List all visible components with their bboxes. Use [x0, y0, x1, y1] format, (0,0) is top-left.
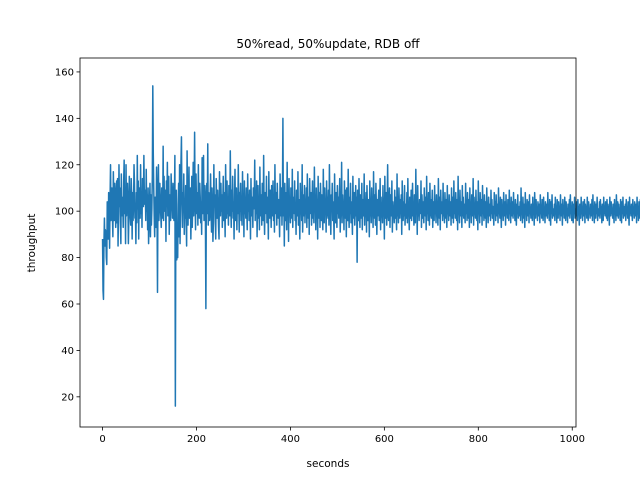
x-tick-label: 0: [99, 434, 105, 445]
y-tick-label: 100: [55, 207, 74, 218]
series-line-0: [101, 85, 640, 407]
y-tick-label: 20: [61, 392, 74, 403]
x-tick-label: 200: [187, 434, 206, 445]
chart-title: 50%read, 50%update, RDB off: [236, 37, 420, 51]
x-tick-label: 400: [281, 434, 300, 445]
x-tick-label: 1000: [560, 434, 585, 445]
y-tick-label: 160: [55, 67, 74, 78]
y-axis-label: throughput: [26, 214, 38, 273]
plot-area: [80, 58, 576, 427]
y-tick-label: 60: [61, 300, 74, 311]
y-tick-label: 40: [61, 346, 74, 357]
y-tick-label: 120: [55, 160, 74, 171]
series-layer: [101, 85, 640, 407]
x-tick-label: 800: [469, 434, 488, 445]
plot-frame: [79, 57, 577, 428]
y-tick-label: 80: [61, 253, 74, 264]
x-axis-label: seconds: [307, 458, 350, 470]
axes-layer: 0 200 400 600 800 1000 20 40 60 80 100 120 140 160: [55, 57, 585, 445]
y-tick-label: 140: [55, 114, 74, 125]
x-tick-label: 600: [375, 434, 394, 445]
plot-background: [80, 58, 576, 427]
